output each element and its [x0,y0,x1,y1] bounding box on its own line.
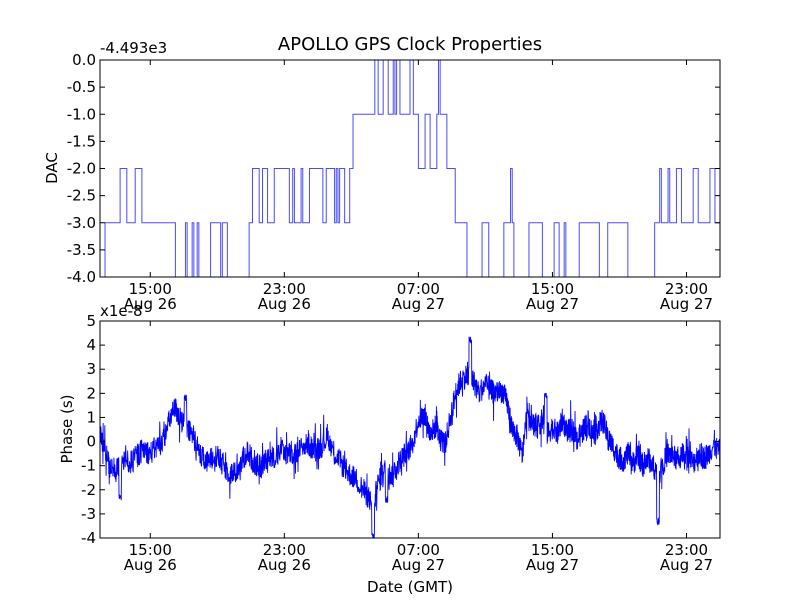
phase-y-tick-label: -1 [81,457,96,475]
phase-y-tick-label: -4 [81,529,96,547]
phase-y-tick-label: 4 [86,336,96,354]
chart-title: APOLLO GPS Clock Properties [278,34,542,55]
phase-x-tick-date-label: Aug 27 [392,556,445,574]
dac-x-tick-time-label: 23:00 [665,280,708,298]
dac-y-tick-label: -1.0 [67,105,96,123]
dac-y-tick-label: -4.0 [67,268,96,286]
dac-y-axis-label: DAC [43,152,61,184]
dac-x-tick-time-label: 15:00 [129,280,172,298]
dac-x-tick-date-label: Aug 26 [258,295,311,313]
dac-x-tick-date-label: Aug 27 [392,295,445,313]
dac-y-tick-label: -1.5 [67,132,96,150]
dac-x-tick-date-label: Aug 27 [526,295,579,313]
dac-y-tick-label: -0.5 [67,78,96,96]
phase-x-tick-date-label: Aug 27 [660,556,713,574]
phase-x-tick-time-label: 07:00 [397,541,440,559]
phase-y-tick-label: -2 [81,481,96,499]
phase-offset-label: x1e-8 [100,302,143,320]
phase-y-tick-label: 3 [86,360,96,378]
phase-x-tick-date-label: Aug 26 [258,556,311,574]
phase-x-tick-time-label: 23:00 [665,541,708,559]
phase-x-tick-time-label: 23:00 [263,541,306,559]
phase-x-tick-date-label: Aug 27 [526,556,579,574]
phase-plot-border [99,320,721,539]
phase-y-tick-label: 5 [86,312,96,330]
dac-plot-border [99,59,721,278]
phase-series-line [100,336,720,538]
phase-y-tick-label: -3 [81,505,96,523]
dac-y-tick-label: -3.0 [67,214,96,232]
dac-y-tick-label: 0.0 [72,51,96,69]
dac-panel: -4.493e3 DAC 0.0 -0.5 -1.0 -1.5 -2.0 -2.5 -3.0… [43,39,721,313]
dac-y-tick-label: -2.5 [67,187,96,205]
dac-y-tick-label: -2.0 [67,160,96,178]
phase-x-tick-date-label: Aug 26 [124,556,177,574]
dac-offset-label: -4.493e3 [100,39,167,57]
phase-y-tick-label: 1 [86,408,96,426]
phase-y-tick-label: 2 [86,384,96,402]
phase-x-tick-time-label: 15:00 [129,541,172,559]
phase-y-axis-label: Phase (s) [58,394,76,463]
x-axis-label: Date (GMT) [367,578,453,596]
dac-x-tick-date-label: Aug 26 [124,295,177,313]
dac-x-tick-time-label: 23:00 [263,280,306,298]
dac-x-tick-time-label: 15:00 [531,280,574,298]
phase-x-tick-time-label: 15:00 [531,541,574,559]
dac-y-tick-label: -3.5 [67,241,96,259]
dac-x-tick-date-label: Aug 27 [660,295,713,313]
phase-y-tick-label: 0 [86,433,96,451]
dac-x-tick-time-label: 07:00 [397,280,440,298]
